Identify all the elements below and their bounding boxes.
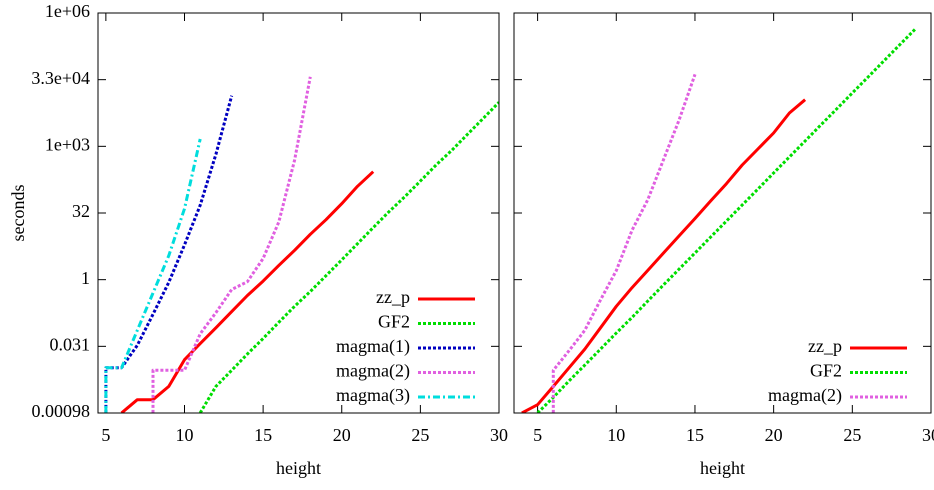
- y-tick-label: 1e+06: [45, 1, 90, 21]
- y-tick-label: 0.00098: [32, 401, 91, 421]
- y-tick-label: 1e+03: [45, 134, 90, 154]
- series-line: [536, 27, 917, 413]
- series-group: [521, 27, 917, 413]
- series-line: [120, 170, 375, 413]
- chart-panel: 0.00098 0.031 1 32 1e+03 3.3e+04 1e+06 5 10 15 20 2…: [8, 1, 508, 478]
- x-tick-label: 5: [533, 425, 542, 445]
- chart-panel: 5 10 15 20 25 30 height zz_p GF2 magma(2): [513, 12, 934, 478]
- series-line: [551, 73, 697, 413]
- y-tick-label: 0.031: [50, 334, 91, 354]
- x-tick-label: 15: [254, 425, 272, 445]
- x-tick-label: 10: [175, 425, 193, 445]
- x-tick-label: 25: [411, 425, 429, 445]
- x-tick-label: 10: [607, 425, 625, 445]
- series-line: [151, 76, 312, 413]
- legend-label: zz_p: [808, 336, 842, 356]
- x-tick-label: 20: [333, 425, 351, 445]
- legend-label: GF2: [810, 361, 842, 381]
- plot-frame: [97, 12, 500, 414]
- y-tick-label: 3.3e+04: [31, 68, 90, 88]
- y-axis-label: seconds: [8, 185, 28, 242]
- legend-label: GF2: [378, 312, 410, 332]
- x-axis-label: height: [700, 458, 745, 478]
- series-line: [104, 95, 234, 413]
- legend-label: magma(2): [336, 361, 410, 382]
- x-tick-label: 15: [686, 425, 704, 445]
- x-axis-label: height: [276, 458, 321, 478]
- x-tick-label: 25: [843, 425, 861, 445]
- x-tick-label: 20: [765, 425, 783, 445]
- legend-label: magma(1): [336, 336, 410, 357]
- y-tick-label: 1: [81, 268, 90, 288]
- legend-label: zz_p: [376, 287, 410, 307]
- y-tick-label: 32: [72, 201, 90, 221]
- x-tick-label: 5: [101, 425, 110, 445]
- series-line: [521, 98, 807, 413]
- legend-label: magma(3): [336, 385, 410, 406]
- legend-label: magma(2): [768, 385, 842, 406]
- series-line: [198, 101, 499, 413]
- x-tick-label: 30: [490, 425, 508, 445]
- series-group: [104, 76, 499, 413]
- plot-frame: [513, 12, 932, 414]
- series-line: [104, 138, 202, 413]
- x-tick-label: 30: [922, 425, 934, 445]
